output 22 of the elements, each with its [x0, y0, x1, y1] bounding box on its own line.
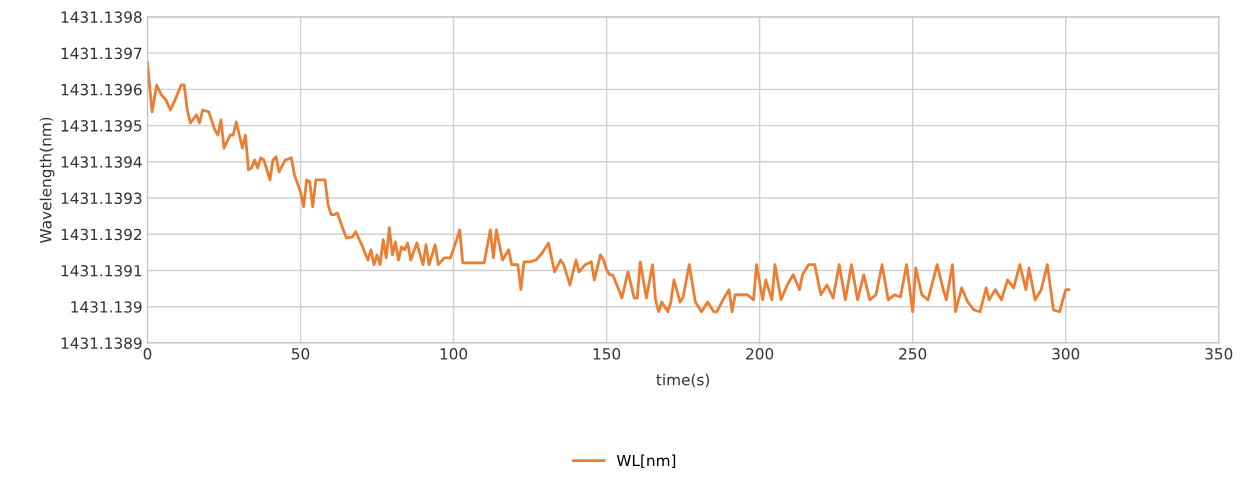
- x-axis-title: time(s): [656, 373, 710, 388]
- y-tick-label: 1431.1391: [61, 264, 142, 277]
- y-tick-label: 1431.1394: [61, 156, 142, 168]
- x-tick-label: 100: [440, 348, 468, 360]
- y-tick-label: 1431.1398: [61, 11, 142, 23]
- y-tick-label: 1431.1396: [61, 83, 142, 96]
- x-tick-label: 250: [899, 348, 927, 360]
- y-tick-label: 1431.139: [71, 301, 142, 313]
- y-tick-label: 1431.1389: [61, 337, 142, 349]
- x-tick-label: 350: [1205, 348, 1233, 360]
- legend-label: WL[nm]: [616, 454, 676, 469]
- y-tick-label: 1431.1395: [61, 120, 142, 132]
- y-axis-title: Wavelength(nm): [39, 117, 55, 243]
- x-tick-label: 300: [1052, 348, 1080, 360]
- x-tick-label: 150: [593, 348, 621, 360]
- x-tick-label: 0: [143, 348, 152, 360]
- line-series: [147, 61, 1071, 314]
- y-tick-label: 1431.1392: [61, 228, 142, 241]
- x-tick-label: 200: [746, 348, 774, 360]
- y-tick-label: 1431.1397: [61, 47, 142, 60]
- y-tick-label: 1431.1393: [61, 192, 142, 205]
- x-tick-label: 50: [291, 348, 310, 360]
